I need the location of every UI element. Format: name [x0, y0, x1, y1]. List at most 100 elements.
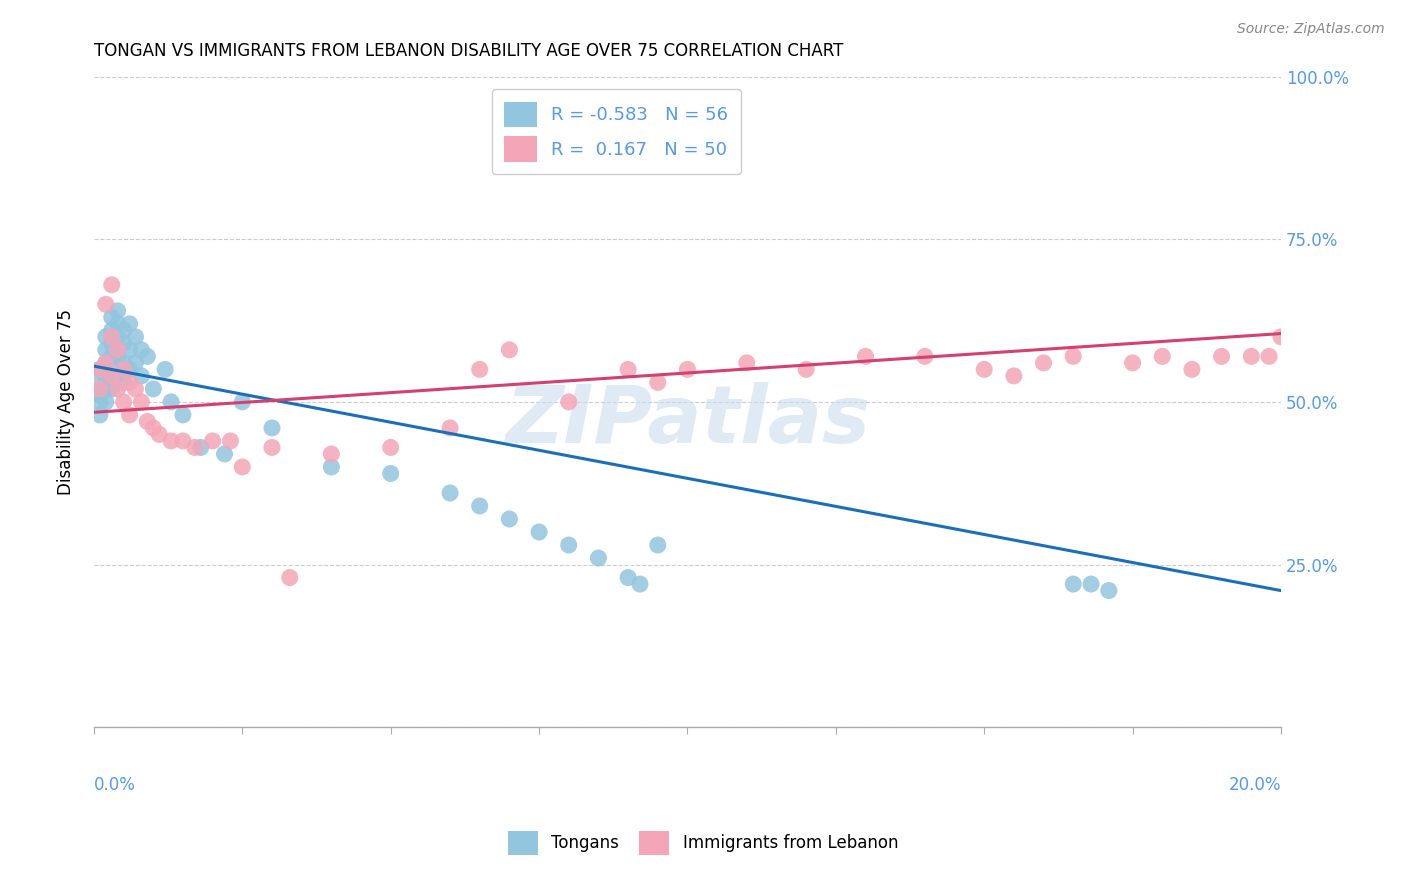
- Point: [118, 362, 141, 376]
- Point: [617, 362, 640, 376]
- Point: [107, 303, 129, 318]
- Point: [1062, 350, 1084, 364]
- Point: [1098, 583, 1121, 598]
- Point: [100, 368, 122, 383]
- Point: [153, 362, 176, 376]
- Point: [468, 499, 491, 513]
- Point: [1032, 356, 1054, 370]
- Point: [112, 356, 135, 370]
- Point: [131, 368, 153, 383]
- Point: [558, 538, 581, 552]
- Point: [647, 376, 669, 390]
- Point: [89, 376, 111, 390]
- Point: [112, 376, 135, 390]
- Point: [112, 323, 135, 337]
- Point: [1270, 330, 1292, 344]
- Point: [107, 343, 129, 357]
- Point: [100, 323, 122, 337]
- Point: [160, 434, 183, 448]
- Point: [100, 277, 122, 292]
- Point: [321, 447, 343, 461]
- Point: [136, 350, 159, 364]
- Point: [1122, 356, 1144, 370]
- Point: [278, 570, 301, 584]
- Point: [380, 467, 402, 481]
- Point: [94, 395, 117, 409]
- Point: [124, 382, 146, 396]
- Point: [100, 382, 122, 396]
- Point: [89, 382, 111, 396]
- Point: [439, 486, 461, 500]
- Point: [973, 362, 995, 376]
- Point: [118, 343, 141, 357]
- Point: [380, 441, 402, 455]
- Point: [1002, 368, 1025, 383]
- Point: [94, 356, 117, 370]
- Point: [676, 362, 699, 376]
- Point: [107, 382, 129, 396]
- Point: [100, 350, 122, 364]
- Point: [107, 350, 129, 364]
- Point: [588, 551, 610, 566]
- Text: Source: ZipAtlas.com: Source: ZipAtlas.com: [1237, 22, 1385, 37]
- Point: [321, 459, 343, 474]
- Point: [172, 408, 194, 422]
- Point: [100, 310, 122, 325]
- Point: [794, 362, 817, 376]
- Point: [131, 343, 153, 357]
- Point: [219, 434, 242, 448]
- Text: ZIPatlas: ZIPatlas: [505, 383, 870, 460]
- Point: [1181, 362, 1204, 376]
- Point: [89, 362, 111, 376]
- Point: [260, 421, 283, 435]
- Point: [107, 368, 129, 383]
- Point: [94, 297, 117, 311]
- Point: [1152, 350, 1174, 364]
- Point: [260, 441, 283, 455]
- Point: [527, 524, 550, 539]
- Point: [118, 376, 141, 390]
- Point: [628, 577, 651, 591]
- Point: [498, 512, 520, 526]
- Point: [184, 441, 207, 455]
- Point: [617, 570, 640, 584]
- Text: TONGAN VS IMMIGRANTS FROM LEBANON DISABILITY AGE OVER 75 CORRELATION CHART: TONGAN VS IMMIGRANTS FROM LEBANON DISABI…: [94, 42, 844, 60]
- Point: [112, 362, 135, 376]
- Point: [112, 336, 135, 351]
- Point: [118, 317, 141, 331]
- Point: [94, 356, 117, 370]
- Point: [1211, 350, 1233, 364]
- Point: [94, 368, 117, 383]
- Legend: Tongans, Immigrants from Lebanon: Tongans, Immigrants from Lebanon: [502, 824, 904, 862]
- Point: [94, 330, 117, 344]
- Point: [647, 538, 669, 552]
- Point: [855, 350, 877, 364]
- Point: [231, 459, 253, 474]
- Point: [100, 362, 122, 376]
- Text: 0.0%: 0.0%: [94, 776, 136, 794]
- Point: [231, 395, 253, 409]
- Point: [107, 317, 129, 331]
- Point: [89, 362, 111, 376]
- Point: [89, 395, 111, 409]
- Point: [914, 350, 936, 364]
- Point: [107, 330, 129, 344]
- Y-axis label: Disability Age Over 75: Disability Age Over 75: [58, 309, 75, 495]
- Point: [190, 441, 212, 455]
- Point: [118, 408, 141, 422]
- Point: [468, 362, 491, 376]
- Point: [100, 336, 122, 351]
- Point: [89, 408, 111, 422]
- Point: [131, 395, 153, 409]
- Point: [89, 388, 111, 402]
- Point: [172, 434, 194, 448]
- Text: 20.0%: 20.0%: [1229, 776, 1281, 794]
- Point: [160, 395, 183, 409]
- Legend: R = -0.583   N = 56, R =  0.167   N = 50: R = -0.583 N = 56, R = 0.167 N = 50: [492, 89, 741, 174]
- Point: [439, 421, 461, 435]
- Point: [94, 382, 117, 396]
- Point: [142, 382, 165, 396]
- Point: [136, 414, 159, 428]
- Point: [100, 330, 122, 344]
- Point: [124, 330, 146, 344]
